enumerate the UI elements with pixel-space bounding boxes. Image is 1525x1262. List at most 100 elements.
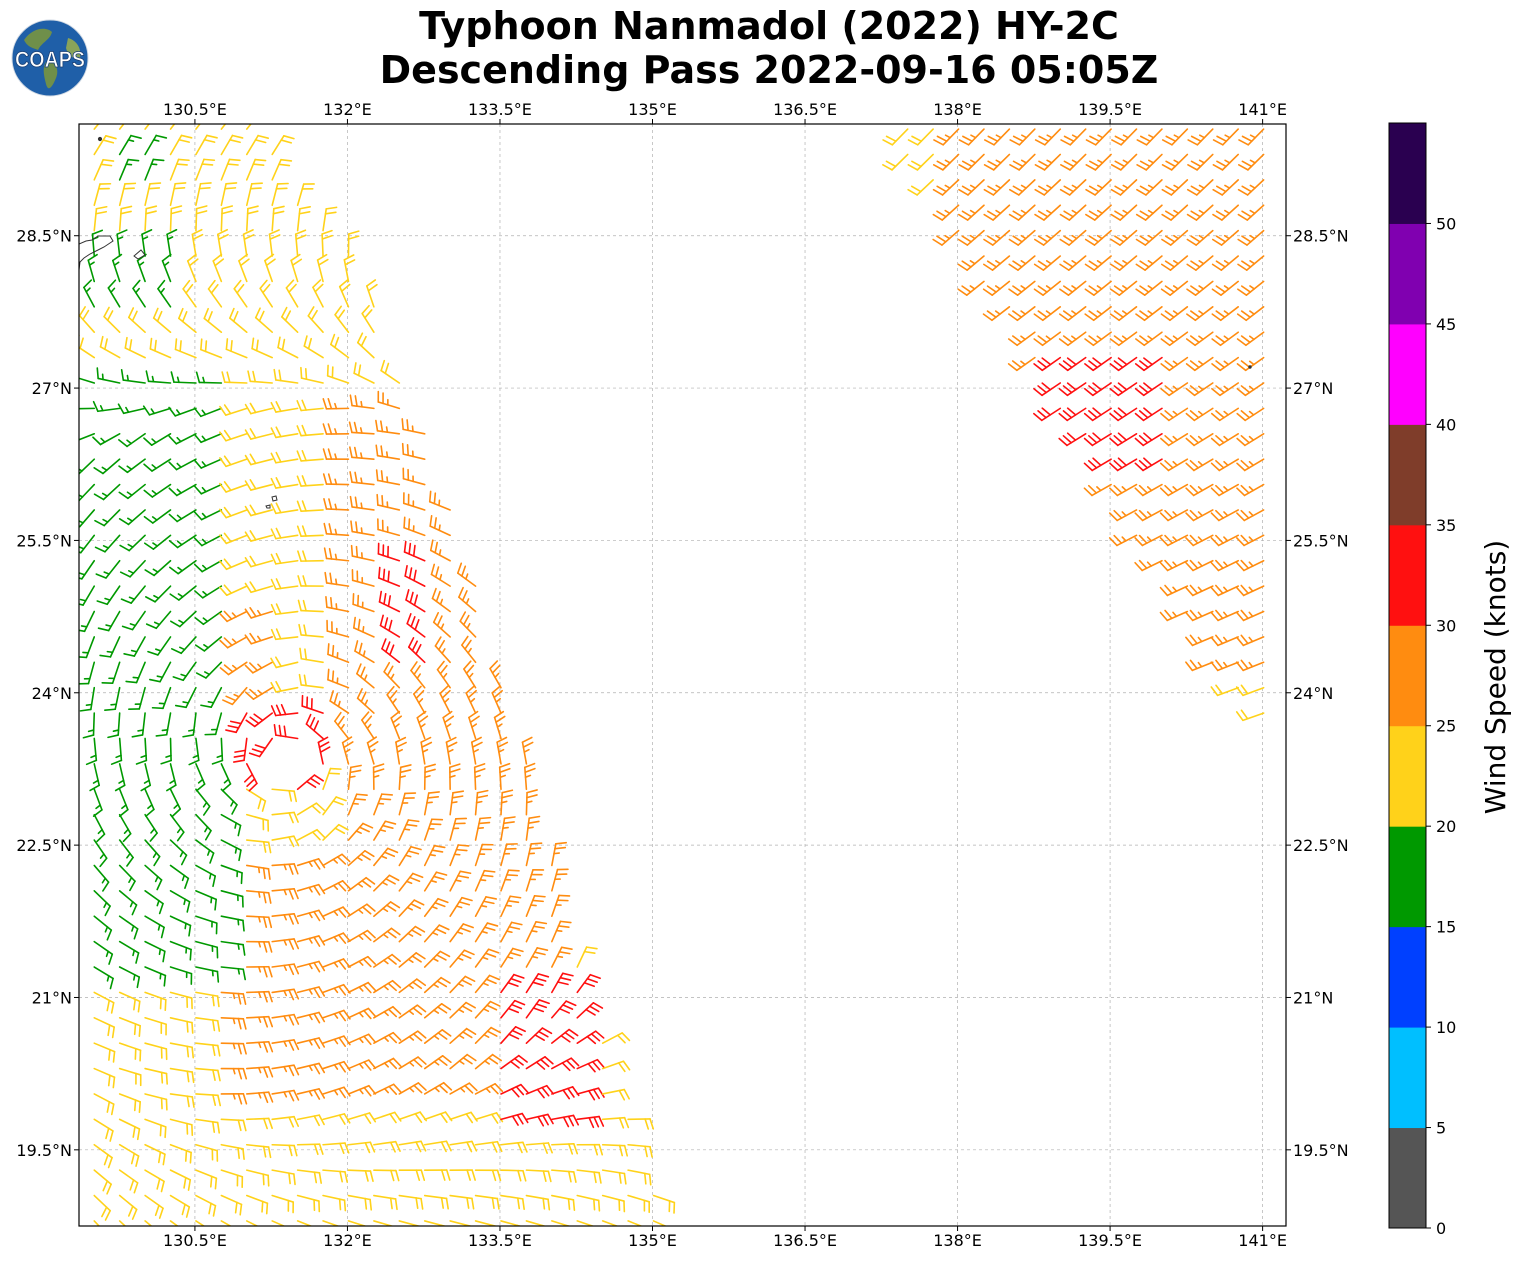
wind-barb [144, 991, 167, 1012]
barb-shaft [525, 817, 530, 841]
wind-barb [957, 280, 985, 296]
barb-half-feather [433, 1060, 440, 1066]
barb-half-feather [157, 924, 161, 931]
barb-feather [248, 752, 261, 758]
barb-feather [288, 1116, 295, 1128]
barb-feather [293, 1064, 300, 1076]
wind-barb [101, 661, 121, 684]
barb-half-feather [257, 991, 262, 998]
wind-barb [144, 915, 165, 939]
barb-feather [195, 210, 208, 215]
wind-barb [1134, 457, 1163, 472]
wind-barb [449, 1169, 476, 1181]
colorbar-bin [1389, 524, 1426, 626]
barb-feather [365, 876, 376, 885]
barb-feather [1109, 363, 1120, 372]
wind-barb [321, 229, 334, 257]
barb-feather [239, 1203, 243, 1216]
barb-shaft [200, 509, 223, 521]
barb-shaft [423, 871, 438, 892]
barb-feather [87, 253, 98, 262]
barb-feather [412, 872, 424, 879]
barb-feather [1038, 135, 1050, 143]
barb-shaft [474, 843, 484, 867]
barb-shaft [1192, 509, 1214, 522]
barb-feather [233, 754, 246, 758]
barb-feather [1186, 238, 1197, 246]
barb-shaft [271, 1039, 295, 1044]
barb-shaft [169, 124, 176, 130]
barb-feather [542, 1114, 549, 1126]
barb-feather [416, 1030, 427, 1039]
wind-barb [322, 906, 351, 918]
barb-shaft [118, 1169, 139, 1184]
barb-feather [392, 1031, 402, 1041]
wind-barb [361, 711, 375, 740]
barb-feather [367, 283, 378, 292]
barb-shaft [1244, 432, 1265, 447]
wind-barb [474, 1140, 503, 1153]
barb-shaft [465, 692, 477, 714]
barb-feather [329, 690, 334, 702]
barb-feather [451, 795, 464, 799]
wind-barb [428, 490, 451, 511]
lon-tick-bottom: 141°E [1238, 1231, 1287, 1250]
barb-shaft [169, 1220, 179, 1226]
barb-feather [508, 925, 521, 930]
barb-feather [1240, 435, 1250, 444]
barb-feather [1189, 534, 1199, 544]
wind-barb [322, 823, 349, 841]
barb-feather [361, 906, 372, 915]
barb-feather [932, 238, 943, 246]
wind-barb [296, 986, 326, 998]
barb-shaft [449, 1001, 467, 1019]
wind-barb [144, 890, 164, 915]
wind-barb [983, 255, 1011, 271]
barb-half-feather [403, 828, 411, 831]
barb-half-feather [1172, 460, 1178, 467]
wind-barb [296, 1143, 324, 1156]
barb-feather [355, 521, 358, 534]
barb-shaft [449, 1053, 468, 1070]
barb-feather [501, 789, 514, 794]
barb-feather [277, 336, 281, 349]
wind-barb [423, 791, 440, 816]
barb-feather [534, 1034, 545, 1041]
wind-barb [1134, 356, 1163, 372]
barb-feather [145, 210, 157, 215]
barb-feather [415, 1169, 421, 1181]
barb-shaft [195, 1067, 219, 1072]
wind-barb [652, 1194, 676, 1214]
barb-feather [143, 437, 153, 446]
barb-feather [1033, 338, 1044, 347]
barb-feather [363, 1113, 372, 1124]
barb-shaft [395, 741, 401, 765]
barb-half-feather [104, 926, 109, 933]
barb-half-feather [421, 748, 429, 753]
barb-half-feather [1147, 285, 1154, 290]
barb-shaft [93, 183, 101, 207]
barb-feather [108, 112, 118, 116]
barb-shaft [296, 1194, 320, 1202]
barb-feather [367, 1007, 377, 1018]
barb-feather [341, 736, 353, 744]
barb-feather [643, 1172, 647, 1185]
wind-barb [1160, 280, 1189, 296]
barb-feather [118, 465, 129, 474]
barb-feather [958, 139, 970, 146]
wind-barb [118, 483, 146, 500]
barb-half-feather [426, 801, 433, 804]
barb-half-feather [1223, 561, 1229, 567]
barb-shaft [1094, 128, 1112, 146]
wind-barb [401, 442, 426, 460]
barb-shaft [322, 1194, 346, 1202]
barb-feather [160, 1180, 165, 1193]
barb-feather [436, 615, 443, 627]
barb-feather [334, 305, 342, 316]
barb-feather [95, 210, 107, 215]
wind-barb [449, 763, 461, 791]
wind-barb [373, 1220, 395, 1226]
barb-shaft [347, 903, 368, 918]
wind-barb [169, 864, 190, 889]
barb-shaft [521, 741, 528, 765]
